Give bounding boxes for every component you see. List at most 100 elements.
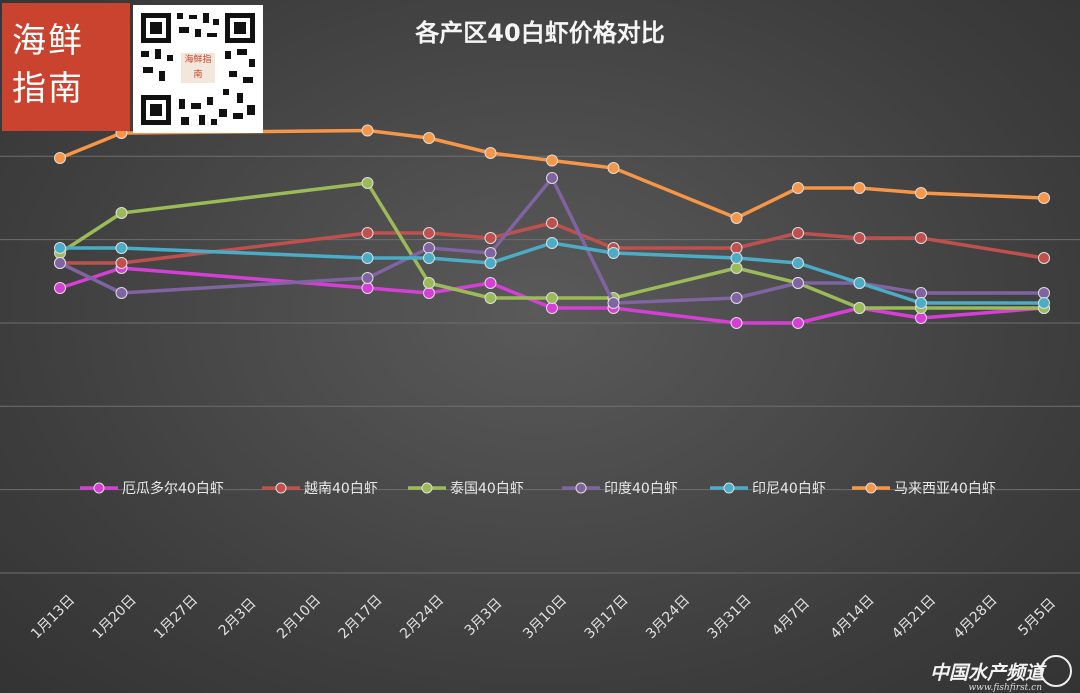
gridlines	[0, 155, 1080, 574]
qr-center-label: 海鲜指南	[181, 53, 215, 83]
data-point	[484, 147, 497, 159]
data-point	[361, 272, 374, 284]
logo: 海鲜 指南	[2, 3, 130, 131]
data-point	[54, 152, 66, 164]
legend-item: 越南40白虾	[262, 481, 378, 497]
data-point	[792, 277, 804, 289]
data-point	[361, 124, 374, 137]
data-point	[484, 277, 497, 289]
data-point	[546, 302, 558, 314]
legend-label: 厄瓜多尔40白虾	[122, 480, 224, 497]
data-point	[915, 297, 927, 309]
series-4	[54, 237, 1050, 309]
series-line	[59, 128, 1045, 220]
data-point	[54, 282, 66, 294]
x-tick-label: 4月28日	[951, 592, 1001, 642]
data-point	[115, 207, 128, 219]
data-point	[853, 182, 866, 194]
data-point	[915, 287, 927, 299]
data-point	[853, 232, 866, 244]
x-tick-label: 4月7日	[769, 595, 813, 639]
x-tick-label: 3月3日	[462, 595, 506, 639]
data-point	[546, 172, 558, 184]
legend-item: 马来西亚40白虾	[852, 481, 996, 497]
data-point	[361, 252, 374, 264]
legend-marker	[275, 482, 287, 494]
data-point	[423, 242, 435, 254]
x-tick-label: 5月5日	[1015, 595, 1059, 639]
x-tick-label: 3月31日	[705, 592, 755, 642]
x-tick-label: 2月3日	[216, 595, 260, 639]
globe-icon	[1040, 655, 1072, 687]
data-point	[1038, 287, 1050, 299]
data-point	[423, 227, 435, 239]
data-point	[546, 217, 558, 229]
data-point	[915, 187, 927, 199]
data-point	[423, 277, 435, 289]
x-tick-label: 1月27日	[151, 592, 201, 642]
data-point	[484, 232, 497, 244]
legend-marker	[421, 482, 433, 494]
data-point	[361, 227, 374, 239]
x-tick-label: 3月17日	[582, 592, 632, 642]
legend: 厄瓜多尔40白虾 越南40白虾 泰国40白虾 印度40白虾 印尼40白虾 马来西亚40白虾	[80, 480, 996, 497]
data-point	[115, 287, 128, 299]
series-line	[59, 181, 1044, 310]
x-tick-label: 2月17日	[336, 592, 386, 642]
data-point	[853, 277, 866, 289]
data-point	[54, 257, 66, 269]
legend-item: 印尼40白虾	[710, 481, 826, 497]
legend-item: 厄瓜多尔40白虾	[80, 480, 224, 497]
qr-code: 海鲜指南	[133, 5, 263, 133]
x-tick-label: 3月10日	[520, 592, 570, 642]
data-point	[54, 242, 66, 254]
data-point	[1038, 252, 1050, 264]
x-tick-label: 2月24日	[397, 592, 447, 642]
legend-label: 越南40白虾	[304, 481, 378, 497]
data-point	[792, 182, 804, 194]
legend-label: 印度40白虾	[604, 481, 678, 497]
series-line	[60, 221, 1045, 265]
legend-marker	[723, 482, 735, 494]
x-axis-labels: 1月13日 1月20日 1月27日 2月3日 2月10日 2月17日 2月24日 3月3日 3月…	[28, 592, 1059, 642]
data-point	[423, 252, 435, 264]
legend-item: 泰国40白虾	[408, 481, 524, 497]
data-point	[792, 257, 804, 269]
data-point	[115, 242, 128, 254]
data-point	[484, 292, 497, 304]
logo-text-top: 海鲜	[12, 21, 84, 61]
legend-label: 马来西亚40白虾	[894, 481, 996, 497]
chart-title: 各产区40白虾价格对比	[414, 19, 664, 47]
qr-pattern-icon	[141, 13, 255, 125]
data-point	[853, 302, 866, 314]
data-point	[423, 287, 435, 299]
data-point	[607, 297, 620, 309]
series-line	[60, 241, 1044, 305]
legend-label: 泰国40白虾	[450, 481, 524, 497]
data-point	[484, 247, 497, 259]
data-point	[607, 162, 620, 174]
data-point	[730, 212, 743, 224]
data-point	[607, 247, 620, 259]
x-tick-label: 1月20日	[90, 592, 140, 642]
legend-item: 印度40白虾	[562, 481, 678, 497]
data-point	[730, 292, 743, 304]
legend-marker	[93, 482, 105, 494]
data-point	[484, 257, 497, 269]
data-point	[792, 227, 804, 239]
data-point	[915, 312, 927, 324]
data-point	[792, 317, 804, 329]
x-tick-label: 3月24日	[643, 592, 693, 642]
footer-brand: 中国水产频道	[929, 662, 1044, 684]
legend-label: 印尼40白虾	[752, 481, 826, 497]
data-point	[423, 132, 435, 144]
data-point	[546, 154, 558, 167]
legend-marker	[575, 482, 587, 494]
legend-marker	[865, 482, 877, 494]
data-point	[361, 177, 374, 189]
series-3	[54, 172, 1050, 309]
data-point	[1038, 297, 1050, 309]
data-point	[730, 262, 743, 274]
series-lines	[54, 124, 1050, 329]
